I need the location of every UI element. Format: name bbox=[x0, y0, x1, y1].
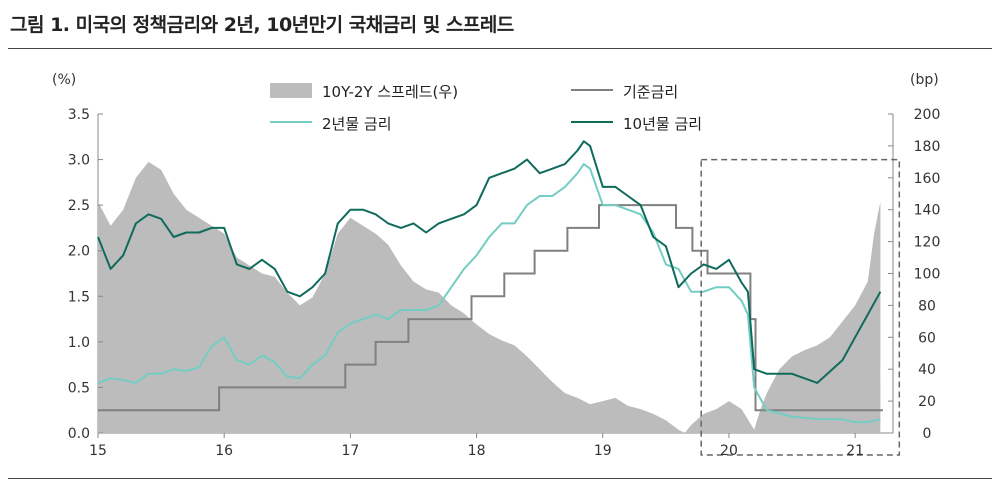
left-tick-label: 1.0 bbox=[68, 335, 90, 351]
legend-fed-label: 기준금리 bbox=[623, 83, 678, 101]
highlight-box bbox=[700, 158, 901, 456]
right-tick-label: 140 bbox=[914, 203, 941, 219]
series-spread-area bbox=[98, 161, 881, 433]
right-tick-label: 60 bbox=[918, 330, 936, 346]
title-divider bbox=[8, 48, 992, 49]
right-axis-unit: (bp) bbox=[910, 72, 939, 88]
series-layer bbox=[97, 140, 883, 433]
legend-spread-label: 10Y-2Y 스프레드(우) bbox=[322, 83, 458, 101]
x-tick-label: 20 bbox=[720, 443, 738, 459]
left-tick-label: 3.0 bbox=[68, 153, 90, 169]
plot-area: 0.0 0.5 1.0 1.5 2.0 2.5 3.0 3.5 0 20 40 60 80 100 120 1… bbox=[68, 107, 941, 459]
x-tick-label: 19 bbox=[594, 443, 612, 459]
left-tick-label: 0.0 bbox=[68, 426, 90, 442]
series-fed-rate-line bbox=[98, 204, 883, 412]
tick-layer: 0.0 0.5 1.0 1.5 2.0 2.5 3.0 3.5 0 20 40 60 80 100 120 1… bbox=[68, 107, 941, 459]
right-tick-label: 40 bbox=[918, 362, 936, 378]
x-tick-label: 18 bbox=[468, 443, 486, 459]
legend: 10Y-2Y 스프레드(우) 기준금리 2년물 금리 10년물 금리 bbox=[270, 83, 702, 133]
right-tick-label: 200 bbox=[914, 107, 941, 123]
footer-divider bbox=[8, 478, 992, 479]
x-tick-label: 21 bbox=[846, 443, 864, 459]
series-10y-yield-line bbox=[97, 140, 882, 384]
highlight-box-layer bbox=[700, 158, 901, 456]
right-tick-label: 80 bbox=[918, 298, 936, 314]
x-tick-label: 15 bbox=[89, 443, 107, 459]
left-tick-label: 0.5 bbox=[68, 380, 90, 396]
left-tick-label: 2.0 bbox=[68, 244, 90, 260]
x-tick-label: 16 bbox=[215, 443, 233, 459]
left-axis-unit: (%) bbox=[52, 72, 76, 88]
x-tick-label: 17 bbox=[341, 443, 359, 459]
series-2y-yield-line bbox=[97, 163, 881, 424]
right-tick-label: 20 bbox=[918, 394, 936, 410]
left-tick-label: 2.5 bbox=[68, 198, 90, 214]
right-tick-label: 160 bbox=[914, 171, 941, 187]
left-tick-label: 3.5 bbox=[68, 107, 90, 123]
right-tick-label: 120 bbox=[914, 235, 941, 251]
right-tick-label: 180 bbox=[914, 139, 941, 155]
left-tick-label: 1.5 bbox=[68, 289, 90, 305]
chart-title: 그림 1. 미국의 정책금리와 2년, 10년만기 국채금리 및 스프레드 bbox=[10, 14, 514, 36]
right-tick-label: 100 bbox=[914, 267, 941, 283]
legend-y2-label: 2년물 금리 bbox=[322, 115, 392, 133]
legend-spread-swatch bbox=[270, 83, 312, 98]
legend-y10-label: 10년물 금리 bbox=[623, 115, 702, 133]
right-tick-label: 0 bbox=[923, 426, 932, 442]
